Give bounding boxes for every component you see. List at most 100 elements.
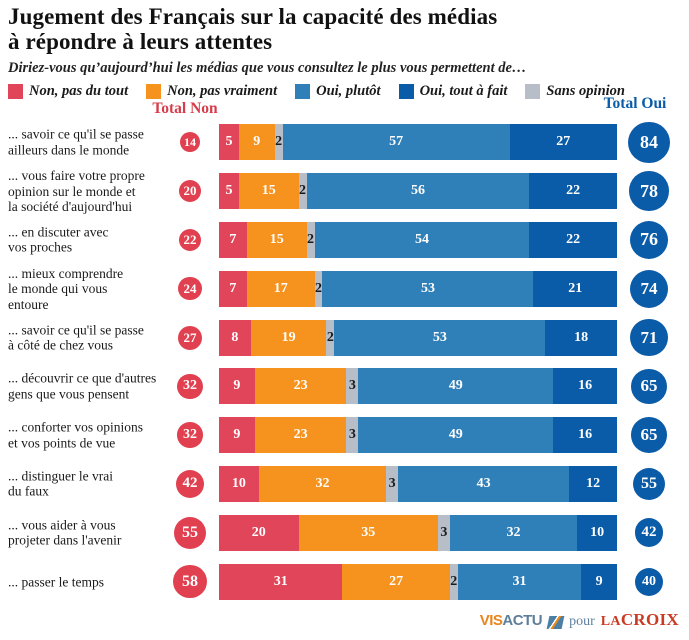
bar-segment: 16 [553,417,617,454]
total-non-badge: 20 [179,180,201,203]
bar-segment-value: 15 [269,231,284,247]
total-non-badge: 58 [173,564,207,599]
bar-segment-value: 21 [568,280,583,296]
bar-segment: 22 [529,173,617,210]
stacked-bar: 5 15 2 56 22 [219,173,617,210]
row-label: ... savoir ce qu'il se passe ailleurs da… [8,127,144,158]
row-label: ... savoir ce qu'il se passe à côté de c… [8,322,144,353]
legend-swatch-icon [146,83,162,99]
bar-segment: 3 [386,465,399,502]
stacked-bar: 20 35 3 32 10 [219,514,617,551]
legend-label: Non, pas du tout [29,82,129,99]
chart-row: ... mieux comprendre le monde qui vous e… [0,264,689,313]
chart-row: ... découvrir ce que d'autres gens que v… [0,362,689,411]
bar-segment: 2 [449,563,458,600]
stacked-bar: 5 9 2 57 27 [219,124,617,161]
bar-segment: 17 [246,270,315,307]
bar-segment: 56 [306,173,530,210]
total-non-badge: 14 [179,132,201,153]
bar-segment-value: 43 [476,475,491,491]
legend-item: Non, pas du tout [8,83,128,100]
bar-segment: 21 [533,270,617,307]
bar-segment: 53 [334,319,546,356]
total-non-badge: 32 [177,373,203,400]
bar-segment-value: 31 [512,573,527,589]
bar-segment-value: 53 [432,329,447,345]
bar-segment: 49 [358,417,554,454]
total-oui-badge: 65 [631,417,667,453]
bar-segment: 32 [258,465,387,502]
bar-segment-value: 7 [229,280,237,296]
bar-segment-value: 9 [595,573,603,589]
chart-row: ... passer le temps 58 31 27 2 31 9 40 [0,557,689,606]
row-label: ... découvrir ce que d'autres gens que v… [8,371,157,402]
bar-segment-value: 35 [361,524,376,540]
legend-swatch-icon [398,83,414,99]
total-non-badge: 42 [175,469,205,499]
legend-item: Oui, tout à fait [398,83,507,100]
bar-segment-value: 16 [578,427,593,443]
bar-segment: 2 [306,221,315,258]
bar-segment: 31 [457,563,582,600]
row-label: ... vous faire votre propre opinion sur … [8,168,145,214]
bar-segment: 31 [219,563,343,600]
bar-segment-value: 56 [410,183,425,199]
bar-segment: 23 [254,417,347,454]
chart-row: ... conforter vos opinions et vos points… [0,411,689,460]
bar-segment: 2 [314,270,323,307]
bar-segment-value: 9 [233,378,241,394]
bar-segment: 9 [219,368,255,405]
bar-segment: 15 [238,173,299,210]
bar-segment: 49 [358,368,554,405]
row-label: ... distinguer le vrai du faux [8,468,113,499]
bar-segment-value: 15 [261,183,276,199]
bar-segment: 2 [298,173,307,210]
row-label: ... passer le temps [8,573,104,589]
legend-label: Non, pas vraiment [167,82,278,99]
bar-segment: 9 [581,563,617,600]
row-label: ... vous aider à vous projeter dans l'av… [8,517,122,548]
bar-segment-value: 2 [275,134,283,150]
legend: Non, pas du tout Non, pas vraiment Oui, … [8,83,683,100]
bar-segment-value: 16 [578,378,593,394]
bar-segment-value: 32 [506,524,521,540]
chart-title: Jugement des Français sur la capacité de… [8,4,498,55]
bar-segment: 20 [219,514,299,551]
bar-segment: 27 [342,563,450,600]
total-non-badge: 32 [177,422,203,448]
bar-segment-value: 3 [348,427,356,443]
bar-segment-value: 27 [389,573,404,589]
total-oui-badge: 76 [629,220,669,260]
legend-swatch-icon [8,83,23,99]
bar-segment-value: 22 [566,231,581,247]
bar-segment-value: 2 [326,329,334,345]
bar-segment: 53 [322,270,534,307]
credit-pour-text: pour [569,614,595,629]
bar-segment: 3 [437,514,450,551]
bar-segment-value: 5 [225,183,233,199]
total-non-badge: 55 [173,516,207,550]
total-oui-badge: 42 [634,518,664,548]
bar-segment-value: 53 [420,280,435,296]
bar-segment: 8 [219,319,251,356]
bar-segment-value: 10 [231,475,246,491]
bar-segment-value: 20 [251,524,266,540]
bar-segment-value: 19 [281,329,296,345]
bar-segment: 19 [250,319,327,356]
bar-segment: 35 [298,514,438,551]
bar-segment-value: 23 [293,427,308,443]
stacked-bar: 10 32 3 43 12 [219,465,617,502]
bar-segment: 15 [246,221,307,258]
visactu-logo: VISACTU [479,612,543,629]
bar-segment: 5 [219,173,239,210]
bar-segment-value: 57 [389,134,404,150]
stacked-bar: 8 19 2 53 18 [219,319,617,356]
bar-segment-value: 5 [225,134,233,150]
chart-row: ... savoir ce qu'il se passe à côté de c… [0,313,689,362]
total-oui-badge: 84 [628,121,670,163]
bar-segment-value: 17 [273,280,288,296]
total-oui-badge: 71 [630,318,668,357]
bar-segment-value: 27 [556,134,571,150]
total-oui-badge: 78 [629,171,669,211]
visactu-mark-icon [546,615,565,629]
